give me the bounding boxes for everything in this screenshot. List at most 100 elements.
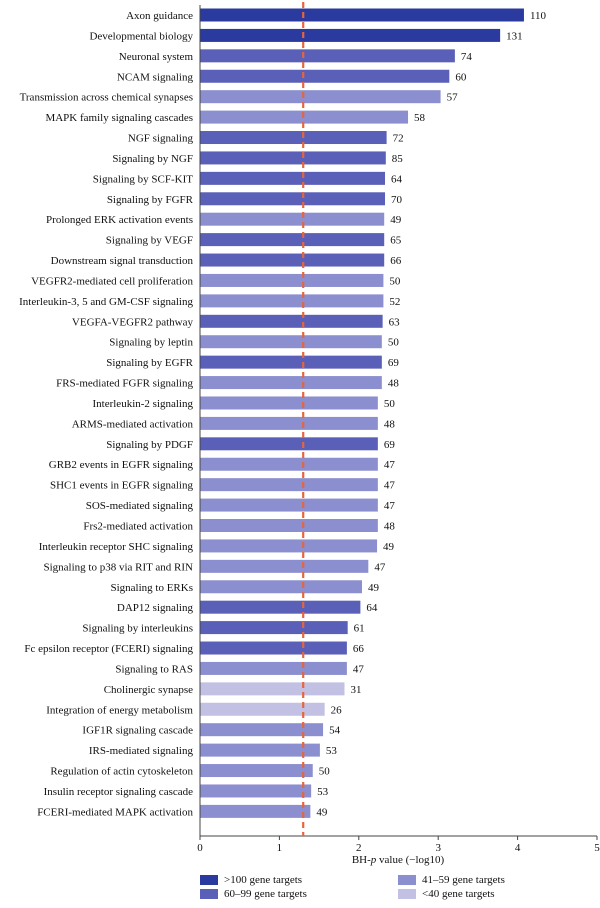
legend-label: >100 gene targets bbox=[224, 874, 303, 886]
bar-row: Interleukin receptor SHC signaling 49 bbox=[39, 539, 395, 553]
bar-value-label: 66 bbox=[390, 255, 402, 267]
category-label: Signaling by interleukins bbox=[82, 623, 193, 635]
bar-value-label: 61 bbox=[354, 623, 365, 635]
bar-value-label: 74 bbox=[461, 51, 473, 63]
category-label: Regulation of actin cytoskeleton bbox=[50, 766, 193, 778]
bar-value-label: 60 bbox=[455, 71, 467, 83]
bar-row: SHC1 events in EGFR signaling 47 bbox=[50, 478, 395, 492]
bar-row: IRS-mediated signaling 53 bbox=[89, 743, 337, 757]
bar-value-label: 31 bbox=[351, 684, 362, 696]
bar bbox=[200, 580, 362, 594]
bar-row: Developmental biology 131 bbox=[89, 28, 523, 42]
bar-value-label: 47 bbox=[384, 459, 396, 471]
bar-row: Regulation of actin cytoskeleton 50 bbox=[50, 764, 330, 778]
bar-value-label: 47 bbox=[384, 500, 396, 512]
category-label: Signaling to ERKs bbox=[110, 582, 193, 594]
category-label: Signaling by EGFR bbox=[106, 357, 193, 369]
legend-swatch bbox=[398, 889, 416, 899]
category-label: NCAM signaling bbox=[117, 71, 194, 83]
bar-value-label: 65 bbox=[390, 235, 402, 247]
bar-row: Signaling to p38 via RIT and RIN 47 bbox=[43, 559, 386, 573]
bar bbox=[200, 273, 384, 287]
bar bbox=[200, 743, 320, 757]
bar-row: Signaling by FGFR 70 bbox=[107, 192, 403, 206]
bar-value-label: 50 bbox=[384, 398, 396, 410]
bar bbox=[200, 559, 369, 573]
x-tick-label: 2 bbox=[356, 842, 362, 854]
bar-row: Signaling to ERKs 49 bbox=[110, 580, 379, 594]
category-label: Signaling by leptin bbox=[109, 337, 193, 349]
x-tick-label: 0 bbox=[197, 842, 203, 854]
bar bbox=[200, 661, 347, 675]
x-tick-label: 3 bbox=[435, 842, 441, 854]
category-label: Signaling by PDGF bbox=[106, 439, 193, 451]
bar-row: NCAM signaling 60 bbox=[117, 69, 467, 83]
bar bbox=[200, 437, 378, 451]
x-tick-label: 4 bbox=[515, 842, 521, 854]
bar bbox=[200, 621, 348, 635]
bar-value-label: 47 bbox=[353, 663, 365, 675]
bar-value-label: 47 bbox=[374, 561, 386, 573]
category-label: Interleukin receptor SHC signaling bbox=[39, 541, 194, 553]
bar bbox=[200, 457, 378, 471]
category-label: SOS-mediated signaling bbox=[86, 500, 194, 512]
bar bbox=[200, 519, 378, 532]
category-label: MAPK family signaling cascades bbox=[45, 112, 193, 124]
bar bbox=[200, 416, 378, 430]
bar-value-label: 26 bbox=[331, 704, 343, 716]
bar-value-label: 49 bbox=[368, 582, 380, 594]
bar-value-label: 69 bbox=[388, 357, 400, 369]
bar bbox=[200, 804, 311, 818]
bar-row: IGF1R signaling cascade 54 bbox=[82, 723, 341, 737]
bar-value-label: 72 bbox=[393, 133, 404, 145]
bar-row: Signaling by SCF-KIT 64 bbox=[93, 171, 403, 185]
category-label: Developmental biology bbox=[89, 30, 193, 42]
x-axis-title: BH-p value (−log10) bbox=[352, 854, 445, 866]
legend-item: <40 gene targets bbox=[398, 888, 495, 900]
bar-row: Signaling by EGFR 69 bbox=[106, 355, 400, 369]
bar bbox=[200, 702, 325, 716]
category-label: Signaling by VEGF bbox=[106, 235, 193, 247]
category-label: Interleukin-3, 5 and GM-CSF signaling bbox=[19, 296, 193, 308]
bar bbox=[200, 539, 378, 553]
bar-row: Signaling by PDGF 69 bbox=[106, 437, 395, 451]
bar bbox=[200, 478, 378, 492]
category-label: Downstream signal transduction bbox=[51, 255, 194, 267]
bar-value-label: 50 bbox=[389, 275, 401, 287]
bar bbox=[200, 784, 312, 798]
bar bbox=[200, 294, 384, 308]
category-label: Signaling to p38 via RIT and RIN bbox=[43, 561, 193, 573]
bar bbox=[200, 764, 313, 778]
legend-item: >100 gene targets bbox=[200, 874, 302, 886]
bar-row: NGF signaling 72 bbox=[128, 131, 404, 145]
bar bbox=[200, 641, 347, 655]
bar bbox=[200, 28, 501, 42]
category-label: GRB2 events in EGFR signaling bbox=[49, 459, 194, 471]
bar bbox=[200, 49, 455, 63]
bar-value-label: 58 bbox=[414, 112, 426, 124]
bar-row: Signaling by VEGF 65 bbox=[106, 233, 402, 247]
bar-row: VEGFR2-mediated cell proliferation 50 bbox=[31, 273, 401, 287]
bar-value-label: 110 bbox=[530, 10, 547, 22]
bar-row: Axon guidance 110 bbox=[126, 8, 547, 22]
category-label: Neuronal system bbox=[119, 51, 194, 63]
category-label: VEGFA-VEGFR2 pathway bbox=[72, 316, 194, 328]
bar-row: Frs2-mediated activation 48 bbox=[83, 519, 395, 533]
bar bbox=[200, 131, 387, 145]
category-label: Signaling by FGFR bbox=[107, 194, 194, 206]
bar bbox=[200, 171, 386, 185]
category-label: Interleukin-2 signaling bbox=[92, 398, 193, 410]
bar-value-label: 52 bbox=[389, 296, 400, 308]
category-label: Integration of energy metabolism bbox=[46, 704, 193, 716]
category-label: ARMS-mediated activation bbox=[72, 418, 194, 430]
bar-row: MAPK family signaling cascades 58 bbox=[45, 110, 426, 124]
bar-row: GRB2 events in EGFR signaling 47 bbox=[49, 457, 396, 471]
bar bbox=[200, 335, 382, 349]
category-label: SHC1 events in EGFR signaling bbox=[50, 480, 194, 492]
x-axis: 0 1 2 3 4 5 bbox=[197, 2, 600, 854]
legend-label: 60–99 gene targets bbox=[224, 888, 307, 900]
bar-row: Signaling by interleukins 61 bbox=[82, 621, 365, 635]
bar-row: Integration of energy metabolism 26 bbox=[46, 702, 343, 716]
bar-row: Cholinergic synapse 31 bbox=[104, 682, 362, 696]
